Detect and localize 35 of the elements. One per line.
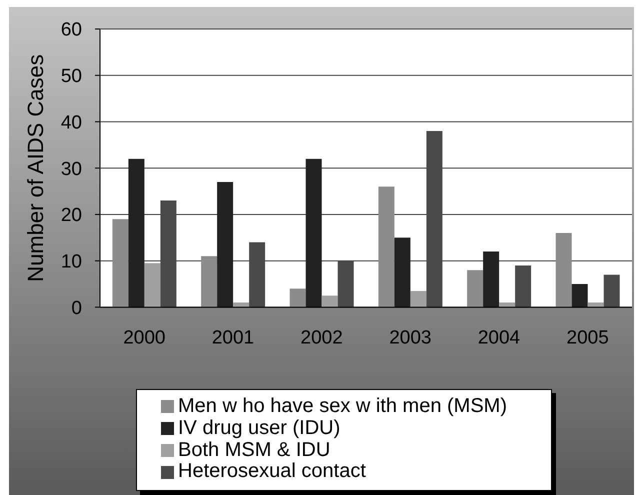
x-tick-label: 2004 xyxy=(478,328,521,349)
y-tick-label: 50 xyxy=(60,66,82,88)
bar xyxy=(604,274,620,308)
bar xyxy=(394,238,410,308)
bar xyxy=(556,233,572,308)
bar xyxy=(515,265,532,308)
bar xyxy=(322,296,338,308)
legend-label: Both MSM & IDU xyxy=(178,438,330,461)
bar xyxy=(144,263,160,308)
y-tick-label: 0 xyxy=(71,298,82,319)
bar xyxy=(572,284,588,308)
y-tick-label: 40 xyxy=(60,112,82,134)
x-tick-label: 2005 xyxy=(566,328,609,349)
bar xyxy=(112,219,128,308)
y-axis-title: Number of AIDS Cases xyxy=(22,54,48,282)
bar xyxy=(483,252,500,308)
bar xyxy=(410,290,426,308)
bar xyxy=(378,186,394,308)
bar xyxy=(128,158,144,308)
bar xyxy=(306,158,322,308)
y-tick-label: 20 xyxy=(60,205,82,226)
bar xyxy=(201,256,218,308)
x-tick-label: 2000 xyxy=(123,328,166,349)
legend-label: Men w ho have sex w ith men (MSM) xyxy=(178,395,507,418)
legend-label: IV drug user (IDU) xyxy=(178,416,340,439)
x-tick-label: 2003 xyxy=(389,328,432,349)
legend-label: Heterosexual contact xyxy=(178,460,366,482)
x-tick-label: 2002 xyxy=(300,328,343,349)
x-tick-label: 2001 xyxy=(212,328,254,349)
y-tick-label: 30 xyxy=(60,158,82,180)
bar xyxy=(467,270,484,308)
bar xyxy=(217,182,234,308)
y-tick-label: 60 xyxy=(60,20,82,41)
bar xyxy=(290,288,306,308)
y-tick-label: 10 xyxy=(60,252,82,273)
